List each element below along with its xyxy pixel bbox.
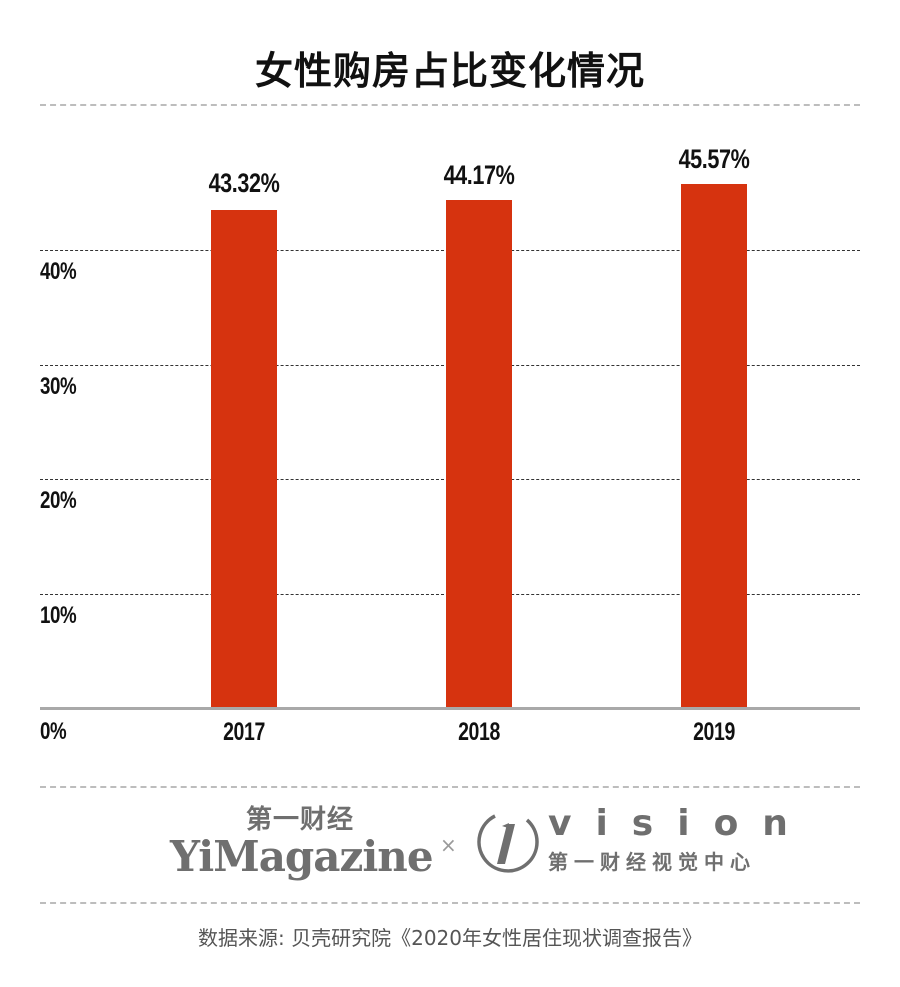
vision-logo-icon: [477, 814, 539, 873]
data-source-note: 数据来源: 贝壳研究院《2020年女性居住现状调查报告》: [198, 926, 702, 950]
vision-word: vision: [548, 803, 812, 844]
y-tick-10: 10%: [40, 602, 77, 629]
bar-2017: [211, 210, 277, 708]
vision-cn-text: 第一财经视觉中心: [548, 850, 756, 874]
y-tick-40: 40%: [40, 258, 77, 285]
top-divider: [40, 104, 860, 106]
x-tick-2018: 2018: [458, 718, 500, 746]
bar-2018: [446, 200, 512, 708]
bar-value-label-2018: 44.17%: [443, 160, 515, 190]
bar-chart: 40% 30% 20% 10% 0% 43.32% 44.17% 45.57% …: [40, 144, 860, 746]
bar-value-label-2019: 45.57%: [678, 144, 750, 174]
x-tick-2017: 2017: [223, 718, 265, 746]
bar-2019: [681, 184, 747, 708]
y-tick-0: 0%: [40, 718, 67, 745]
x-axis-baseline: [40, 707, 860, 710]
cross-separator: ×: [440, 833, 457, 857]
logo-top-divider: [40, 786, 860, 788]
yimagazine-cn-text: 第一财经: [245, 805, 354, 835]
y-tick-20: 20%: [40, 487, 77, 514]
yimagazine-en-text: YiMagazine: [170, 832, 434, 881]
logo-bottom-divider: [40, 902, 860, 904]
logo-bar: 第一财经 YiMagazine × vision 第一财经视觉中心: [0, 800, 900, 890]
chart-title: 女性购房占比变化情况: [254, 49, 645, 93]
yimagazine-logo: 第一财经 YiMagazine: [170, 805, 434, 881]
bar-value-label-2017: 43.32%: [208, 168, 280, 198]
x-tick-2019: 2019: [693, 718, 735, 746]
y-tick-30: 30%: [40, 373, 77, 400]
